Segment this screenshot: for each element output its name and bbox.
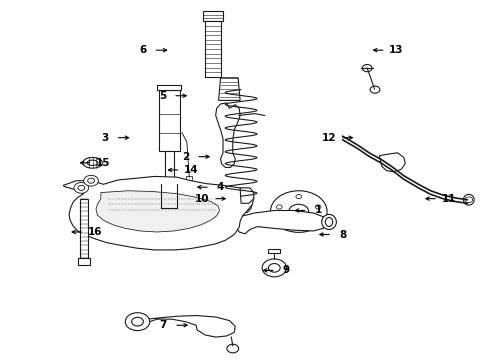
Circle shape: [269, 264, 280, 272]
Ellipse shape: [325, 217, 333, 226]
Text: 2: 2: [182, 152, 189, 162]
Circle shape: [88, 178, 95, 183]
Text: 8: 8: [339, 230, 346, 239]
Polygon shape: [219, 78, 240, 100]
Circle shape: [74, 183, 89, 193]
Circle shape: [157, 205, 165, 211]
Text: 7: 7: [160, 320, 167, 330]
Polygon shape: [140, 316, 235, 337]
Circle shape: [296, 194, 301, 199]
Text: 16: 16: [88, 227, 102, 237]
Text: 3: 3: [101, 133, 108, 143]
Polygon shape: [80, 199, 88, 258]
Circle shape: [227, 344, 239, 353]
Text: 13: 13: [389, 45, 404, 55]
Circle shape: [276, 205, 282, 209]
Circle shape: [308, 222, 314, 226]
Circle shape: [173, 205, 181, 211]
Circle shape: [78, 185, 85, 190]
Text: 11: 11: [441, 194, 456, 204]
Text: 12: 12: [322, 133, 337, 143]
Circle shape: [465, 197, 473, 203]
Circle shape: [316, 205, 321, 209]
Circle shape: [262, 259, 287, 277]
Circle shape: [284, 222, 290, 226]
Circle shape: [289, 204, 309, 219]
Text: 4: 4: [217, 182, 224, 192]
Polygon shape: [96, 191, 220, 232]
Text: 10: 10: [195, 194, 210, 204]
Circle shape: [235, 191, 245, 198]
Circle shape: [132, 318, 144, 326]
Polygon shape: [269, 249, 280, 253]
Polygon shape: [236, 211, 329, 234]
Ellipse shape: [322, 215, 336, 229]
Polygon shape: [78, 258, 90, 265]
Circle shape: [125, 313, 150, 330]
Circle shape: [84, 175, 98, 186]
Circle shape: [270, 191, 327, 232]
Polygon shape: [203, 11, 223, 21]
Polygon shape: [240, 188, 254, 203]
Polygon shape: [379, 153, 405, 172]
Circle shape: [370, 86, 380, 93]
Polygon shape: [157, 85, 181, 90]
Circle shape: [362, 64, 372, 72]
Text: 5: 5: [159, 91, 166, 101]
Ellipse shape: [83, 157, 102, 168]
Text: 9: 9: [283, 265, 290, 275]
Text: 1: 1: [315, 206, 322, 216]
Text: 6: 6: [139, 45, 147, 55]
Polygon shape: [216, 103, 240, 167]
Polygon shape: [165, 151, 173, 184]
Text: 14: 14: [184, 165, 198, 175]
Polygon shape: [228, 194, 252, 212]
Text: 15: 15: [96, 158, 111, 168]
Polygon shape: [186, 176, 192, 180]
Ellipse shape: [87, 160, 98, 166]
Polygon shape: [63, 176, 254, 250]
Polygon shape: [159, 90, 179, 151]
Polygon shape: [205, 21, 221, 77]
Ellipse shape: [464, 194, 474, 205]
